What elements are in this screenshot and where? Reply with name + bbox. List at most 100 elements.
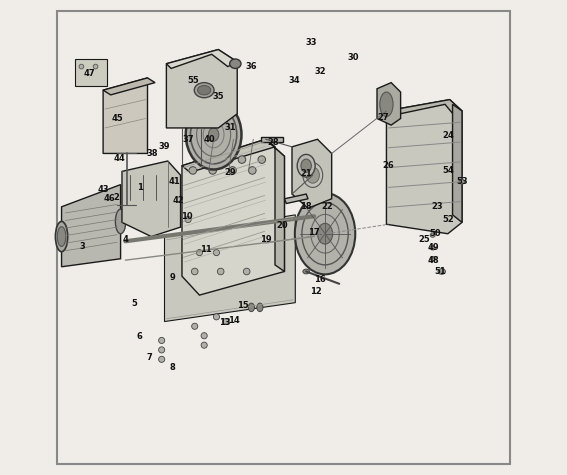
Ellipse shape xyxy=(430,246,435,250)
Ellipse shape xyxy=(194,83,214,98)
Text: 54: 54 xyxy=(442,166,454,175)
Text: 41: 41 xyxy=(168,177,180,186)
Polygon shape xyxy=(164,215,295,322)
Polygon shape xyxy=(377,83,401,125)
Polygon shape xyxy=(103,78,155,95)
Text: 26: 26 xyxy=(383,161,394,170)
Text: 36: 36 xyxy=(246,62,257,71)
Text: 35: 35 xyxy=(213,92,224,101)
Text: 30: 30 xyxy=(348,53,359,62)
Text: 44: 44 xyxy=(113,154,125,162)
Text: 38: 38 xyxy=(146,149,158,158)
Ellipse shape xyxy=(218,156,226,163)
Text: 40: 40 xyxy=(203,135,215,144)
Ellipse shape xyxy=(189,167,197,174)
Ellipse shape xyxy=(295,193,356,275)
Ellipse shape xyxy=(196,249,202,256)
Text: 5: 5 xyxy=(132,299,138,308)
Text: 18: 18 xyxy=(301,202,312,211)
Text: 9: 9 xyxy=(170,273,175,282)
Text: 13: 13 xyxy=(219,318,230,327)
Polygon shape xyxy=(292,139,332,208)
Ellipse shape xyxy=(57,227,66,247)
Polygon shape xyxy=(387,100,462,116)
Text: 32: 32 xyxy=(315,67,326,76)
Text: 25: 25 xyxy=(418,235,430,244)
Ellipse shape xyxy=(201,342,207,348)
Ellipse shape xyxy=(430,233,435,238)
Ellipse shape xyxy=(159,337,165,343)
Text: 33: 33 xyxy=(305,38,316,48)
Ellipse shape xyxy=(318,223,333,244)
Text: 52: 52 xyxy=(442,215,454,224)
Ellipse shape xyxy=(223,318,229,324)
Text: 14: 14 xyxy=(228,316,240,324)
Text: 28: 28 xyxy=(267,138,279,147)
Ellipse shape xyxy=(380,92,393,116)
Ellipse shape xyxy=(116,209,126,234)
Text: 23: 23 xyxy=(431,202,443,211)
Text: 50: 50 xyxy=(430,229,441,238)
Ellipse shape xyxy=(238,156,246,163)
Polygon shape xyxy=(103,78,147,153)
Ellipse shape xyxy=(230,59,241,68)
Text: 37: 37 xyxy=(183,135,194,144)
Polygon shape xyxy=(166,49,237,128)
Text: 55: 55 xyxy=(187,76,198,85)
Text: 7: 7 xyxy=(146,353,152,362)
Polygon shape xyxy=(62,185,121,267)
Ellipse shape xyxy=(209,167,217,174)
Text: 20: 20 xyxy=(277,221,289,230)
Ellipse shape xyxy=(229,167,236,174)
Ellipse shape xyxy=(186,100,242,170)
Ellipse shape xyxy=(297,154,315,177)
Text: 4: 4 xyxy=(122,235,128,244)
Ellipse shape xyxy=(306,167,319,183)
Polygon shape xyxy=(261,137,282,142)
Ellipse shape xyxy=(258,156,265,163)
Ellipse shape xyxy=(192,268,198,275)
Text: 3: 3 xyxy=(80,242,86,251)
Text: 1: 1 xyxy=(137,183,142,192)
Text: 53: 53 xyxy=(456,177,468,186)
Polygon shape xyxy=(387,100,462,234)
Ellipse shape xyxy=(303,269,310,274)
Polygon shape xyxy=(452,104,462,222)
Text: 31: 31 xyxy=(225,124,236,133)
Polygon shape xyxy=(182,139,275,172)
Text: 42: 42 xyxy=(173,196,184,205)
Ellipse shape xyxy=(248,167,256,174)
Ellipse shape xyxy=(213,249,219,256)
Ellipse shape xyxy=(159,347,165,353)
Ellipse shape xyxy=(430,256,435,261)
Text: 10: 10 xyxy=(181,212,193,221)
Ellipse shape xyxy=(93,64,98,69)
Text: 8: 8 xyxy=(170,363,175,372)
Ellipse shape xyxy=(243,268,250,275)
Text: 22: 22 xyxy=(321,202,333,211)
Ellipse shape xyxy=(56,221,67,252)
Ellipse shape xyxy=(159,356,165,362)
Ellipse shape xyxy=(438,269,446,275)
Ellipse shape xyxy=(301,159,311,172)
Text: 45: 45 xyxy=(111,114,123,123)
Polygon shape xyxy=(182,139,285,295)
Ellipse shape xyxy=(185,217,191,223)
Text: 39: 39 xyxy=(159,142,170,152)
Polygon shape xyxy=(285,194,308,203)
Ellipse shape xyxy=(198,156,206,163)
Polygon shape xyxy=(265,139,285,272)
Ellipse shape xyxy=(257,303,263,312)
Text: 16: 16 xyxy=(315,276,326,285)
Ellipse shape xyxy=(248,303,255,312)
Ellipse shape xyxy=(201,332,207,339)
Text: 12: 12 xyxy=(310,287,321,296)
Text: 43: 43 xyxy=(98,185,109,194)
Text: 17: 17 xyxy=(308,228,320,238)
Text: 29: 29 xyxy=(225,168,236,177)
Text: 19: 19 xyxy=(260,235,272,244)
Ellipse shape xyxy=(209,128,219,141)
Text: 21: 21 xyxy=(301,169,312,178)
Ellipse shape xyxy=(459,180,465,184)
Bar xyxy=(75,59,107,86)
